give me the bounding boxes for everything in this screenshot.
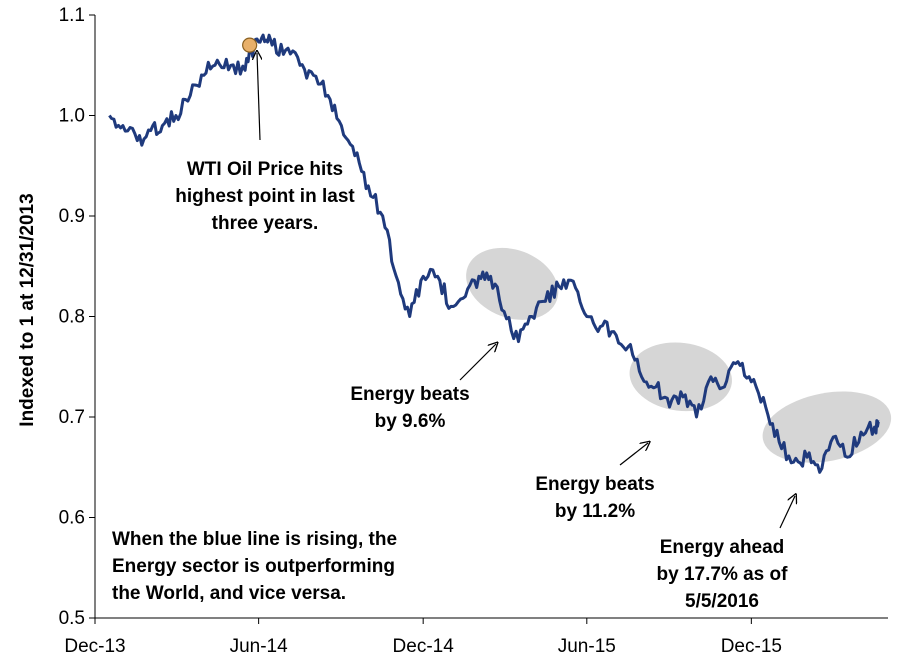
y-tick-label: 0.5: [59, 608, 85, 629]
x-ticks: Dec-13 Jun-14 Dec-14 Jun-15 Dec-15: [64, 618, 782, 657]
highlight-label: by 11.2%: [555, 501, 635, 522]
y-tick-label: 0.9: [59, 206, 85, 227]
highlight-ellipse: [762, 391, 892, 463]
highlight-label: Energy ahead: [660, 537, 785, 558]
peak-arrow: [257, 53, 260, 141]
y-tick-label: 0.8: [59, 307, 85, 328]
peak-annotation-line: highest point in last: [175, 186, 355, 207]
x-tick-label: Dec-15: [721, 636, 782, 657]
highlight-arrow: [459, 344, 496, 381]
note-line: Energy sector is outperforming: [112, 556, 395, 577]
highlight-label: 5/5/2016: [685, 591, 759, 612]
y-tick-label: 1.0: [59, 106, 85, 127]
x-tick-label: Jun-14: [230, 636, 289, 657]
y-tick-label: 0.6: [59, 508, 85, 529]
x-tick-label: Jun-15: [558, 636, 616, 657]
highlight-label: by 9.6%: [375, 411, 446, 432]
note-line: the World, and vice versa.: [112, 583, 346, 604]
series-line: [108, 33, 880, 474]
series-group: [108, 33, 880, 474]
peak-annotation-line: three years.: [212, 213, 319, 234]
y-axis-label: Indexed to 1 at 12/31/2013: [17, 193, 38, 426]
highlight-ellipses: [466, 247, 892, 463]
highlight-arrow: [619, 443, 648, 466]
y-tick-label: 1.1: [59, 5, 85, 26]
annotations: WTI Oil Price hits highest point in last t…: [112, 37, 795, 612]
y-ticks: 0.5 0.6 0.7 0.8 0.9 1.0 1.1: [59, 5, 95, 629]
highlight-ellipse: [466, 247, 559, 320]
peak-marker: [242, 37, 258, 53]
highlight-label: by 17.7% as of: [657, 564, 789, 585]
peak-annotation-line: WTI Oil Price hits: [187, 159, 343, 180]
highlight-arrow: [779, 496, 795, 529]
note-line: When the blue line is rising, the: [112, 529, 397, 550]
y-tick-label: 0.7: [59, 407, 85, 428]
x-tick-label: Dec-13: [64, 636, 125, 657]
x-tick-label: Dec-14: [393, 636, 455, 657]
highlight-label: Energy beats: [350, 384, 469, 405]
highlight-label: Energy beats: [535, 474, 654, 495]
